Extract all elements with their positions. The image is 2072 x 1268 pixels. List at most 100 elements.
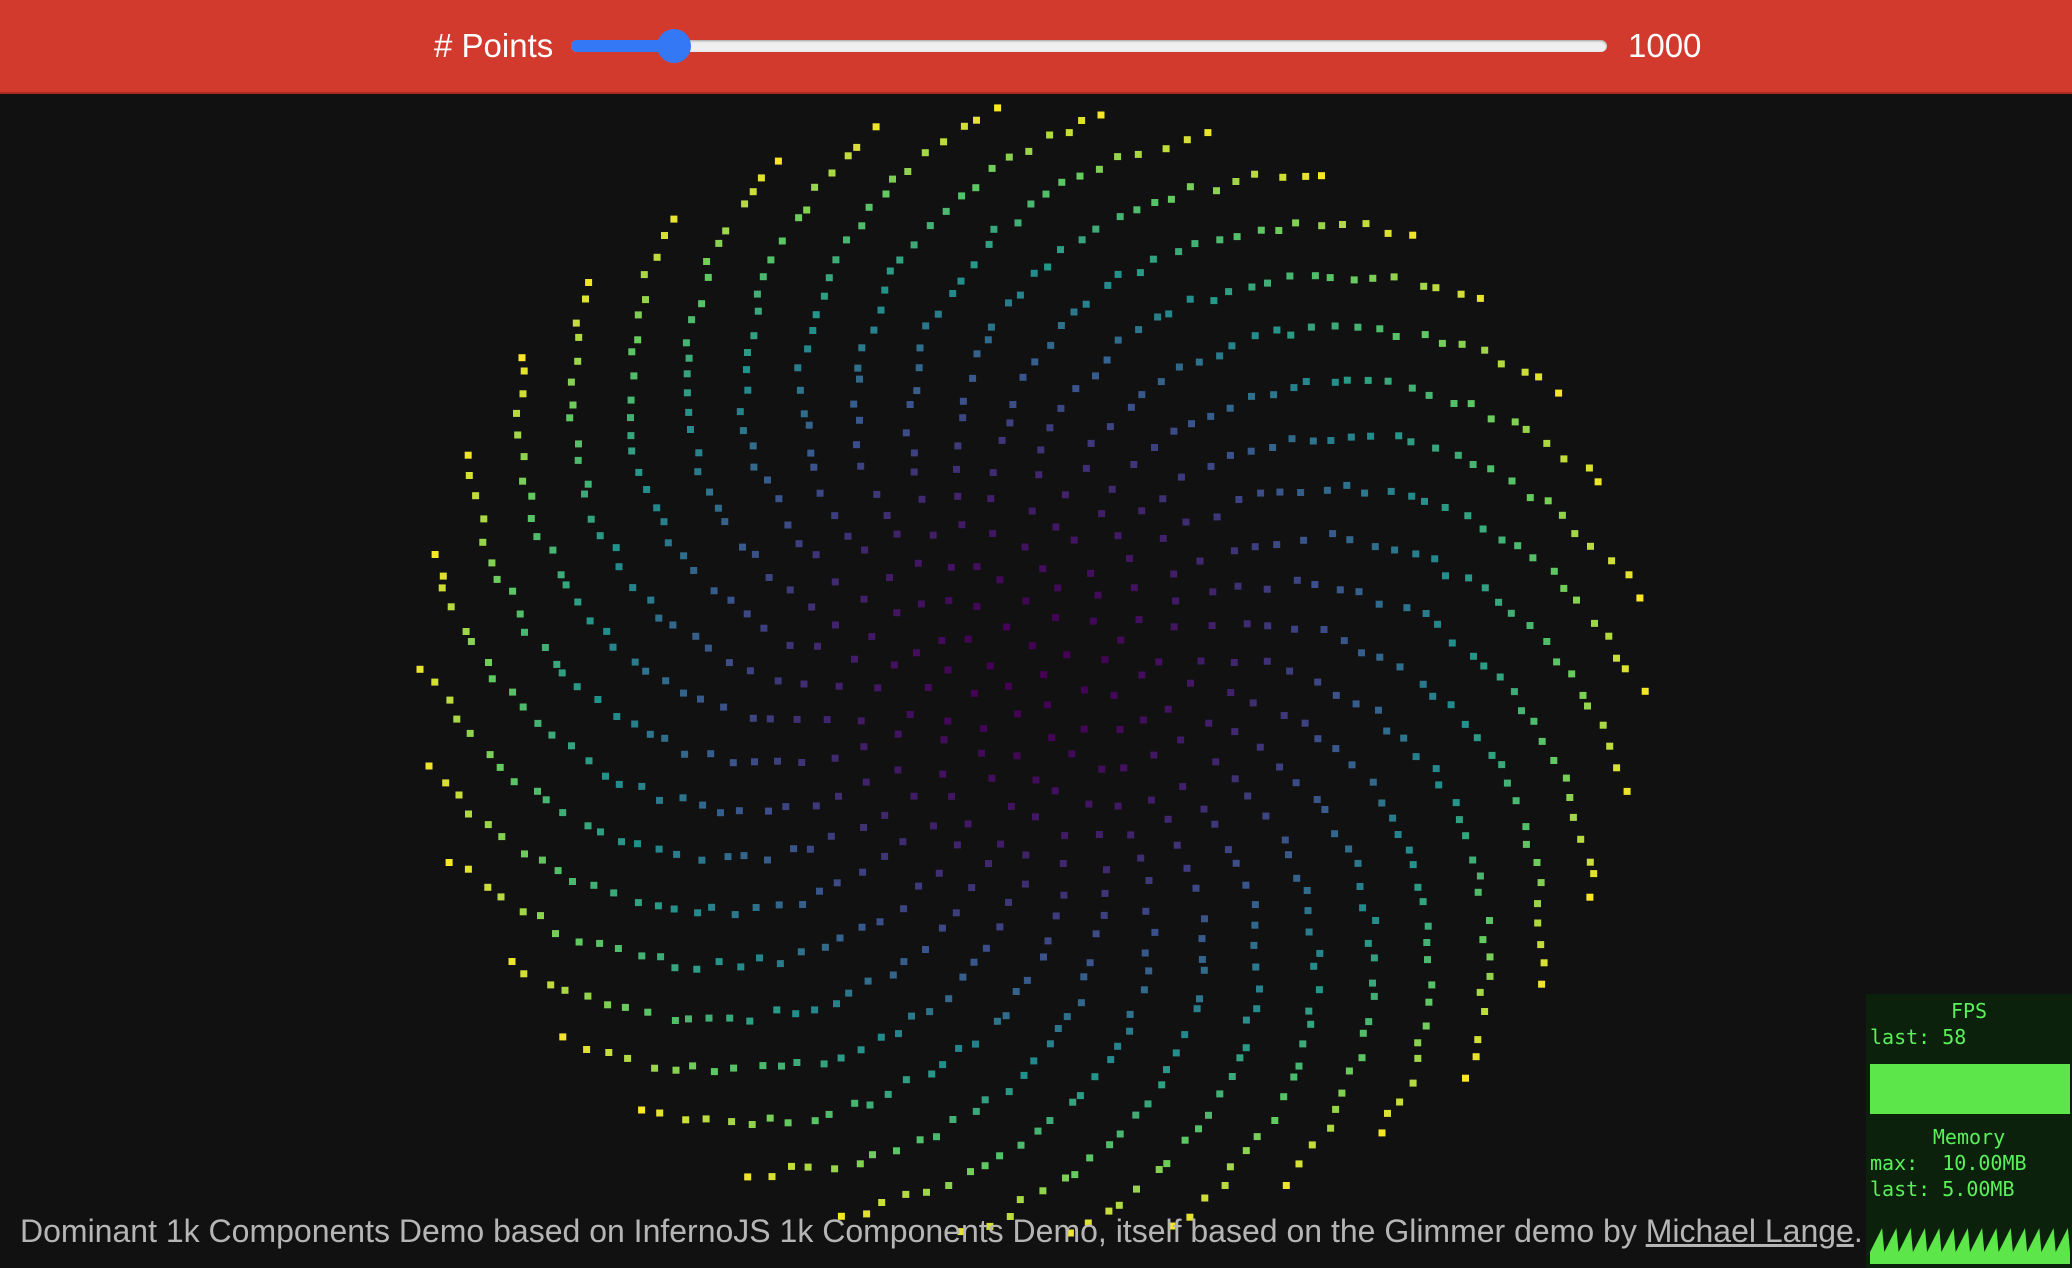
point bbox=[683, 370, 691, 378]
point bbox=[1251, 901, 1259, 909]
point bbox=[1216, 236, 1224, 244]
point bbox=[1350, 276, 1358, 284]
points-slider[interactable] bbox=[571, 29, 1607, 63]
point bbox=[1162, 145, 1170, 153]
point bbox=[467, 638, 475, 645]
point bbox=[1302, 172, 1310, 180]
point bbox=[863, 1210, 871, 1218]
point bbox=[1251, 921, 1259, 929]
point bbox=[1044, 701, 1052, 709]
point bbox=[823, 716, 831, 724]
point bbox=[1621, 665, 1629, 673]
point bbox=[1320, 626, 1328, 633]
point bbox=[1389, 814, 1397, 822]
point bbox=[1078, 236, 1086, 244]
point bbox=[811, 1117, 819, 1125]
point bbox=[509, 587, 517, 595]
point bbox=[1311, 581, 1319, 588]
point bbox=[1063, 1013, 1071, 1021]
point bbox=[1147, 796, 1155, 804]
slider-thumb[interactable] bbox=[656, 29, 691, 63]
point bbox=[1103, 866, 1110, 874]
point bbox=[1228, 342, 1236, 350]
point bbox=[1314, 678, 1322, 686]
point bbox=[1263, 585, 1271, 593]
point bbox=[1158, 1081, 1166, 1089]
point bbox=[631, 720, 639, 728]
point bbox=[952, 909, 960, 917]
point bbox=[749, 188, 757, 196]
point bbox=[739, 427, 747, 435]
point bbox=[1145, 967, 1153, 975]
point bbox=[1167, 195, 1175, 203]
point bbox=[997, 840, 1005, 848]
point bbox=[1465, 574, 1473, 582]
point bbox=[1371, 543, 1379, 551]
point bbox=[631, 658, 639, 666]
point bbox=[1048, 734, 1056, 742]
point bbox=[736, 408, 744, 416]
point bbox=[1332, 691, 1340, 699]
slider-track[interactable] bbox=[571, 40, 1607, 52]
point bbox=[1421, 331, 1429, 339]
point bbox=[1233, 233, 1241, 241]
point bbox=[957, 277, 965, 285]
point bbox=[662, 677, 670, 685]
point bbox=[1591, 619, 1598, 627]
point bbox=[1005, 898, 1012, 906]
point bbox=[488, 675, 496, 683]
point bbox=[1331, 378, 1339, 386]
point bbox=[653, 504, 661, 512]
point bbox=[978, 749, 985, 757]
point bbox=[1094, 591, 1102, 599]
point bbox=[1293, 874, 1301, 882]
point bbox=[1467, 400, 1475, 408]
point bbox=[774, 157, 782, 165]
point bbox=[820, 1060, 828, 1068]
point bbox=[1057, 404, 1065, 412]
point bbox=[1163, 1066, 1170, 1074]
point bbox=[1314, 735, 1322, 743]
point bbox=[464, 451, 472, 459]
point bbox=[1476, 872, 1484, 880]
point bbox=[900, 958, 908, 966]
point bbox=[1365, 1018, 1373, 1026]
point bbox=[860, 824, 868, 831]
point bbox=[1538, 737, 1546, 745]
point bbox=[1187, 679, 1194, 687]
point bbox=[670, 905, 678, 913]
point bbox=[1200, 966, 1208, 974]
point bbox=[1323, 486, 1331, 494]
point bbox=[1425, 998, 1433, 1006]
point bbox=[872, 123, 880, 131]
point bbox=[1257, 226, 1265, 234]
point bbox=[906, 401, 914, 408]
point bbox=[1487, 465, 1495, 473]
point bbox=[1157, 378, 1165, 386]
point bbox=[949, 1116, 957, 1123]
point bbox=[582, 295, 589, 303]
point bbox=[541, 644, 549, 651]
michael-lange-link[interactable]: Michael Lange bbox=[1645, 1213, 1854, 1249]
point bbox=[1139, 716, 1147, 724]
point bbox=[744, 1173, 752, 1181]
point bbox=[1419, 680, 1427, 688]
point bbox=[970, 261, 978, 269]
point bbox=[1057, 322, 1065, 329]
point bbox=[1476, 988, 1484, 996]
point bbox=[594, 696, 602, 703]
point bbox=[656, 1109, 664, 1117]
point bbox=[985, 860, 992, 868]
point bbox=[1304, 907, 1312, 915]
point bbox=[561, 986, 569, 994]
point bbox=[910, 449, 918, 457]
point bbox=[624, 1054, 632, 1062]
point bbox=[939, 770, 947, 778]
footer-text: Dominant 1k Components Demo based on Inf… bbox=[20, 1213, 1646, 1249]
point bbox=[1242, 1147, 1250, 1155]
point bbox=[1370, 954, 1378, 962]
point bbox=[1247, 447, 1255, 455]
point bbox=[751, 758, 758, 766]
point bbox=[1213, 187, 1220, 195]
point bbox=[425, 762, 433, 770]
